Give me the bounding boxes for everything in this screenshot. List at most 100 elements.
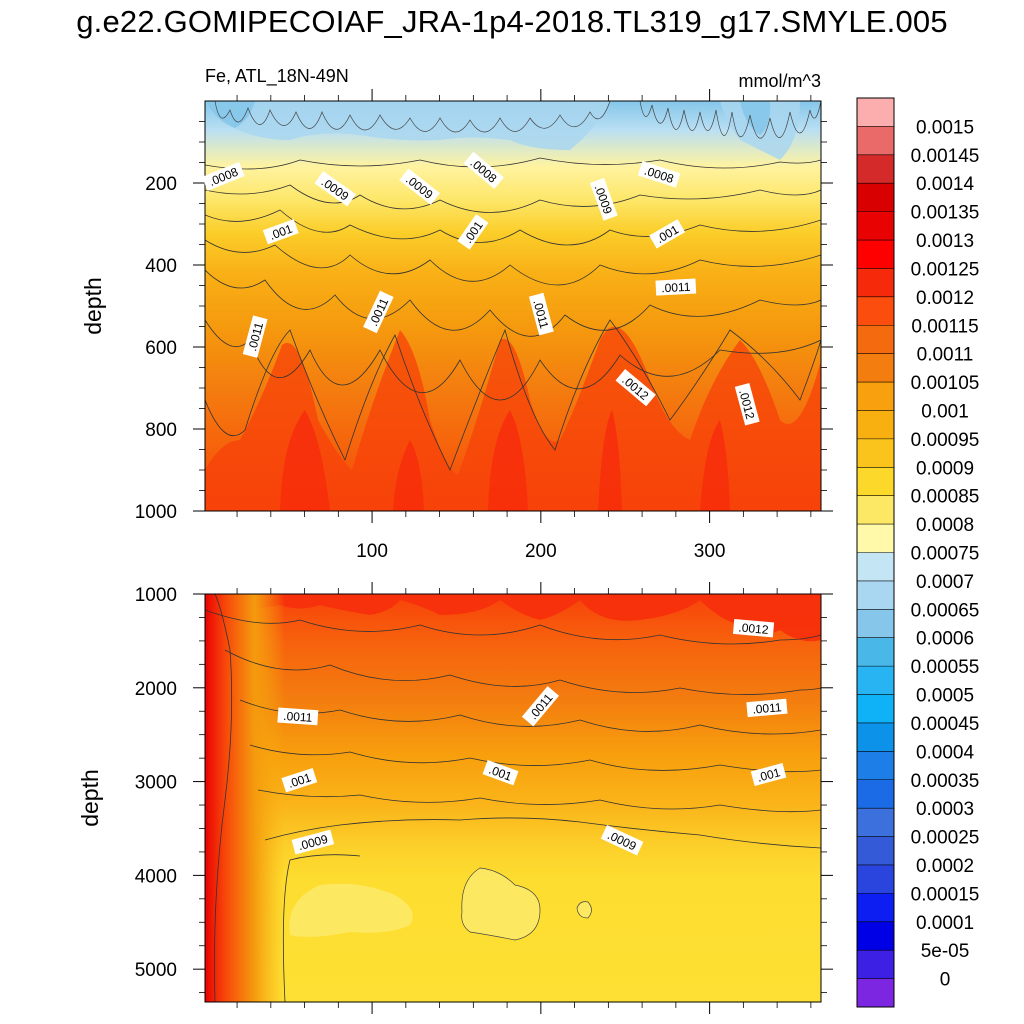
contour-label: .001 [281, 767, 318, 793]
colorbar-label: 0.00085 [911, 487, 980, 508]
colorbar-label: 0.0001 [916, 913, 974, 934]
contour-label-box [399, 168, 441, 205]
contour-line [239, 699, 821, 735]
colorbar-label: 0.0003 [916, 799, 974, 820]
contour-line [205, 184, 821, 213]
colorbar-label: 0.0005 [916, 686, 974, 707]
colorbar-label: 0.0004 [916, 742, 975, 763]
colorbar-box [857, 694, 894, 724]
colorbar-box [857, 808, 894, 838]
lower-blob-outlines [461, 867, 592, 941]
contour-label-box [463, 151, 504, 189]
colorbar-label: 0.0013 [916, 231, 974, 252]
contour-label-box [615, 369, 656, 407]
colorbar-label: 0.00135 [911, 203, 980, 224]
contour-line [205, 157, 821, 170]
contour-label-box [363, 290, 394, 334]
x-tick-label: 100 [356, 541, 388, 562]
contour-line [257, 789, 821, 813]
colorbar-label: 0.00105 [911, 373, 980, 394]
colorbar-box [857, 751, 894, 781]
contour-line [576, 901, 592, 919]
colorbar-box [857, 950, 894, 980]
colorbar-box [857, 666, 894, 696]
contour-label-box [281, 767, 318, 793]
contour-label-box [649, 219, 686, 249]
lower-contours [205, 594, 821, 1002]
colorbar-label: 0.00035 [911, 771, 980, 792]
y-tick-label: 4000 [135, 866, 177, 887]
contour-label-box [242, 315, 268, 358]
contour-label-box [637, 161, 681, 188]
colorbar-label: 0 [940, 970, 951, 991]
upper-surface-wiggles [214, 101, 821, 139]
contour-label: .0011 [277, 707, 319, 726]
contour-label: .0011 [655, 278, 697, 296]
colorbar-box [857, 268, 894, 298]
contour-label-text: .0011 [283, 709, 313, 725]
colorbar-label: 0.00115 [911, 316, 978, 337]
colorbar-box [857, 353, 894, 383]
upper-axes: 100 200 300 200 400 600 800 1000 [135, 89, 833, 562]
y-tick-label: 5000 [135, 960, 177, 981]
colorbar-box [857, 438, 894, 468]
colorbar-box [857, 154, 894, 184]
colorbar-box [857, 296, 894, 326]
colorbar-label: 0.0012 [916, 288, 974, 309]
colorbar-box [857, 722, 894, 752]
contour-label-box [262, 219, 299, 245]
contour-line [224, 649, 821, 695]
colorbar-box [857, 382, 894, 411]
contour-label-box [746, 698, 788, 718]
colorbar-label: 0.00015 [911, 884, 980, 905]
chart-title: g.e22.GOMIPECOIAF_JRA-1p4-2018.TL319_g17… [76, 4, 948, 39]
contour-line [282, 854, 361, 1002]
colorbar-box [857, 98, 894, 127]
contour-label-box [600, 824, 644, 856]
contour-label-box [589, 177, 618, 221]
colorbar-label: 5e-05 [921, 941, 970, 962]
lower-y-axis-title: depth [77, 769, 103, 827]
contour-label: .0012 [732, 618, 775, 638]
y-tick-label: 600 [145, 338, 177, 359]
y-tick-label: 1000 [135, 502, 177, 523]
y-tick-label: 2000 [135, 679, 177, 700]
colorbar-box [857, 580, 894, 610]
colorbar-box [857, 410, 894, 440]
y-tick-label: 3000 [135, 773, 177, 794]
contour-label-text: .0012 [738, 620, 769, 637]
contour-line [205, 269, 821, 337]
contour-label-box [202, 161, 245, 191]
contour-label: .0011 [746, 698, 788, 718]
lower-panel [205, 594, 821, 1002]
colorbar-box [857, 552, 894, 582]
colorbar-box [857, 893, 894, 923]
colorbar-label: 0.0007 [916, 572, 974, 593]
colorbar-label: 0.00065 [911, 600, 980, 621]
contour-label-box [314, 171, 356, 207]
contour-line [264, 817, 821, 849]
contour-line [214, 594, 233, 1002]
contour-line [205, 209, 821, 246]
upper-blue-surface [205, 101, 800, 160]
y-tick-label: 1000 [135, 585, 177, 606]
x-tick-label: 300 [694, 541, 726, 562]
contour-label-text: .0011 [661, 280, 691, 296]
contour-label-text: .001 [286, 770, 313, 791]
contour-label-text: .0011 [752, 700, 783, 717]
contour-label: .0009 [314, 171, 356, 207]
upper-deep-red [280, 410, 730, 511]
colorbar-label: 0.0002 [916, 856, 974, 877]
colorbar-box [857, 779, 894, 809]
colorbar-label: 0.00045 [911, 714, 980, 735]
contour-label-box [528, 292, 554, 336]
contour-label: .001 [750, 763, 787, 787]
colorbar-label: 0.0006 [916, 629, 974, 650]
colorbar-label: 0.0015 [916, 117, 974, 138]
colorbar-box [857, 524, 894, 553]
contour-label-box [655, 278, 697, 296]
lower-left-wall [205, 594, 821, 1002]
colorbar-box [857, 211, 894, 241]
colorbar-label: 0.00125 [911, 259, 980, 280]
